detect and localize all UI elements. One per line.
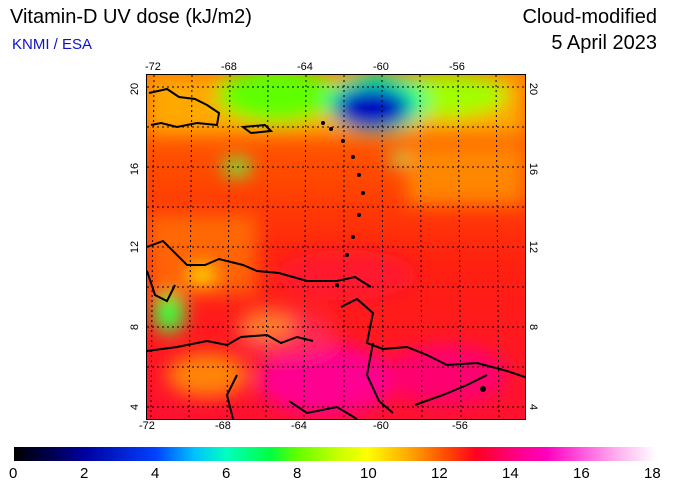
colorbar-label: 6 — [222, 465, 231, 482]
lon-tick-bottom: -72 — [139, 420, 155, 432]
lon-tick-top: -64 — [297, 61, 313, 73]
lon-tick-top: -56 — [449, 61, 465, 73]
lon-tick-bottom: -56 — [452, 420, 468, 432]
lon-tick-top: -60 — [373, 61, 389, 73]
source-label: KNMI / ESA — [12, 36, 93, 53]
lat-tick-left: 20 — [129, 82, 142, 96]
map-title: Vitamin-D UV dose (kJ/m2) — [10, 6, 252, 28]
coastlines — [147, 87, 525, 419]
colorbar-label: 12 — [431, 465, 448, 482]
graticule — [147, 75, 525, 419]
lat-tick-left: 8 — [129, 323, 142, 331]
color-scale-bar — [14, 447, 656, 461]
colorbar-label: 4 — [151, 465, 160, 482]
colorbar-label: 16 — [573, 465, 590, 482]
lat-tick-right: 20 — [527, 82, 540, 96]
lon-tick-top: -72 — [145, 61, 161, 73]
date-label: 5 April 2023 — [551, 32, 657, 54]
lat-tick-right: 16 — [527, 162, 540, 176]
lat-tick-left: 12 — [129, 240, 142, 254]
product-label: Cloud-modified — [522, 6, 657, 28]
uv-dose-field — [147, 75, 525, 419]
lon-tick-bottom: -64 — [291, 420, 307, 432]
colorbar-label: 0 — [9, 465, 18, 482]
lat-tick-right: 8 — [527, 323, 540, 331]
lat-tick-left: 4 — [129, 403, 142, 411]
colorbar-label: 14 — [502, 465, 519, 482]
uv-dose-map — [146, 74, 526, 420]
colorbar-label: 8 — [293, 465, 302, 482]
lat-tick-right: 4 — [527, 403, 540, 411]
lon-tick-top: -68 — [221, 61, 237, 73]
lon-tick-bottom: -60 — [373, 420, 389, 432]
lon-tick-bottom: -68 — [215, 420, 231, 432]
colorbar-label: 10 — [360, 465, 377, 482]
lat-tick-left: 16 — [129, 162, 142, 176]
colorbar-label: 2 — [80, 465, 89, 482]
lat-tick-right: 12 — [527, 240, 540, 254]
colorbar-label: 18 — [644, 465, 661, 482]
